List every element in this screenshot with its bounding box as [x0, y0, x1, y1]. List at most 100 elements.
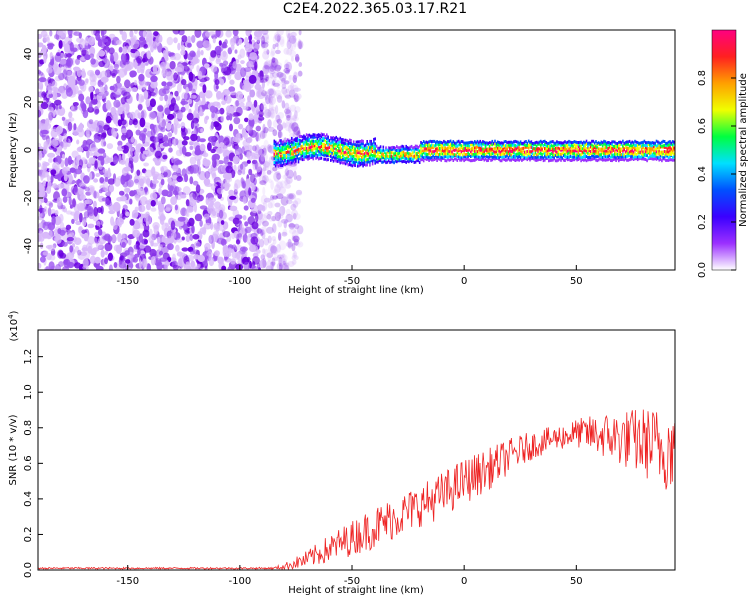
heatmap-cell — [336, 159, 339, 163]
heatmap-cell — [659, 150, 662, 154]
heatmap-cell — [263, 212, 270, 219]
heatmap-cell — [129, 198, 133, 205]
heatmap-cell — [301, 146, 304, 150]
heatmap-cell — [505, 146, 507, 150]
heatmap-cell — [267, 211, 273, 216]
heatmap-cell — [159, 165, 168, 173]
heatmap-cell — [643, 143, 646, 147]
heatmap-cell — [673, 148, 675, 152]
heatmap-cell — [604, 140, 607, 144]
heatmap-cell — [267, 107, 272, 118]
heatmap-cell — [396, 160, 398, 164]
heatmap-cell — [144, 239, 148, 245]
heatmap-cell — [99, 177, 105, 184]
heatmap-cell — [282, 148, 285, 152]
heatmap-cell — [541, 140, 543, 144]
heatmap-cell — [235, 263, 244, 270]
heatmap-cell — [54, 99, 62, 106]
heatmap-cell — [455, 144, 457, 148]
heatmap-cell — [338, 149, 340, 153]
heatmap-cell — [463, 155, 465, 159]
heatmap-cell — [475, 154, 477, 158]
heatmap-cell — [251, 221, 259, 230]
heatmap-cell — [270, 242, 275, 250]
heatmap-cell — [181, 79, 187, 86]
heatmap-cell — [480, 154, 483, 158]
heatmap-cell — [287, 141, 289, 145]
heatmap-cell — [158, 244, 163, 250]
heatmap-cell — [65, 224, 72, 230]
heatmap-cell — [121, 241, 126, 248]
heatmap-cell — [635, 155, 638, 159]
heatmap-cell — [460, 146, 463, 150]
heatmap-cell — [113, 63, 120, 70]
heatmap-cell — [312, 142, 315, 145]
heatmap-cell — [517, 158, 519, 162]
heatmap-cell — [287, 150, 289, 154]
heatmap-cell — [158, 203, 163, 210]
heatmap-cell — [272, 119, 279, 128]
heatmap-cell — [593, 143, 596, 147]
heatmap-cell — [274, 64, 282, 72]
heatmap-cell — [478, 155, 480, 159]
heatmap-cell — [265, 97, 270, 105]
heatmap-cell — [467, 144, 469, 148]
heatmap-cell — [601, 158, 604, 162]
heatmap-cell — [579, 140, 581, 144]
heatmap-cell — [354, 143, 356, 147]
heatmap-cell — [285, 145, 288, 149]
heatmap-cell — [577, 141, 580, 144]
heatmap-cell — [320, 156, 323, 160]
heatmap-cell — [71, 218, 75, 224]
heatmap-cell — [95, 240, 104, 250]
heatmap-cell — [379, 151, 382, 155]
heatmap-cell — [614, 157, 616, 161]
heatmap-cell — [275, 93, 283, 100]
heatmap-cell — [121, 145, 129, 150]
heatmap-cell — [422, 159, 425, 163]
heatmap-cell — [63, 258, 71, 269]
heatmap-cell — [229, 79, 235, 85]
heatmap-cell — [274, 211, 281, 222]
heatmap-cell — [498, 141, 500, 144]
heatmap-cell — [529, 142, 531, 146]
heatmap-cell — [143, 128, 148, 133]
heatmap-cell — [264, 65, 270, 70]
heatmap-cell — [644, 143, 647, 147]
heatmap-cell — [549, 152, 551, 156]
heatmap-cell — [408, 146, 410, 150]
heatmap-cell — [129, 111, 136, 120]
heatmap-cell — [273, 142, 276, 146]
heatmap-cell — [513, 151, 515, 155]
heatmap-cell — [538, 151, 541, 155]
heatmap-cell — [562, 141, 565, 145]
heatmap-cell — [610, 142, 612, 145]
heatmap-cell — [622, 155, 624, 159]
heatmap-cell — [265, 76, 269, 82]
heatmap-cell — [366, 141, 368, 145]
heatmap-cell — [362, 139, 364, 143]
heatmap-cell — [491, 158, 494, 162]
heatmap-cell — [631, 144, 634, 148]
heatmap-cell — [235, 91, 244, 101]
heatmap-cell — [315, 139, 317, 143]
heatmap-cell — [479, 158, 481, 161]
heatmap-cell — [214, 109, 222, 115]
heatmap-cell — [296, 148, 298, 152]
heatmap-cell — [464, 143, 467, 147]
heatmap-cell — [235, 239, 241, 245]
heatmap-cell — [313, 135, 316, 139]
heatmap-cell — [611, 159, 613, 163]
heatmap-cell — [643, 139, 646, 143]
heatmap-cell — [445, 143, 448, 147]
heatmap-cell — [607, 158, 609, 162]
heatmap-cell — [189, 250, 196, 255]
heatmap-cell — [274, 155, 277, 159]
heatmap-cell — [584, 141, 586, 145]
heatmap-cell — [211, 65, 218, 73]
heatmap-cell — [464, 148, 467, 152]
heatmap-cell — [417, 151, 420, 155]
heatmap-cell — [340, 138, 343, 142]
heatmap-cell — [121, 31, 128, 41]
heatmap-cell — [296, 142, 298, 146]
